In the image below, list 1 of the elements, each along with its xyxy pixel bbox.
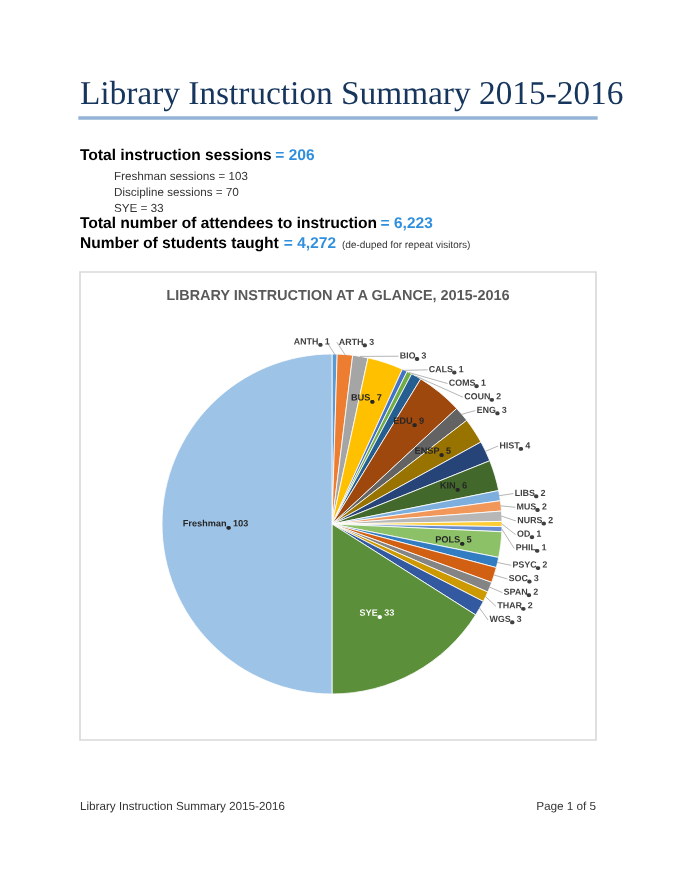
text: Library Instruction Summary 2015-2016 [80, 80, 623, 112]
